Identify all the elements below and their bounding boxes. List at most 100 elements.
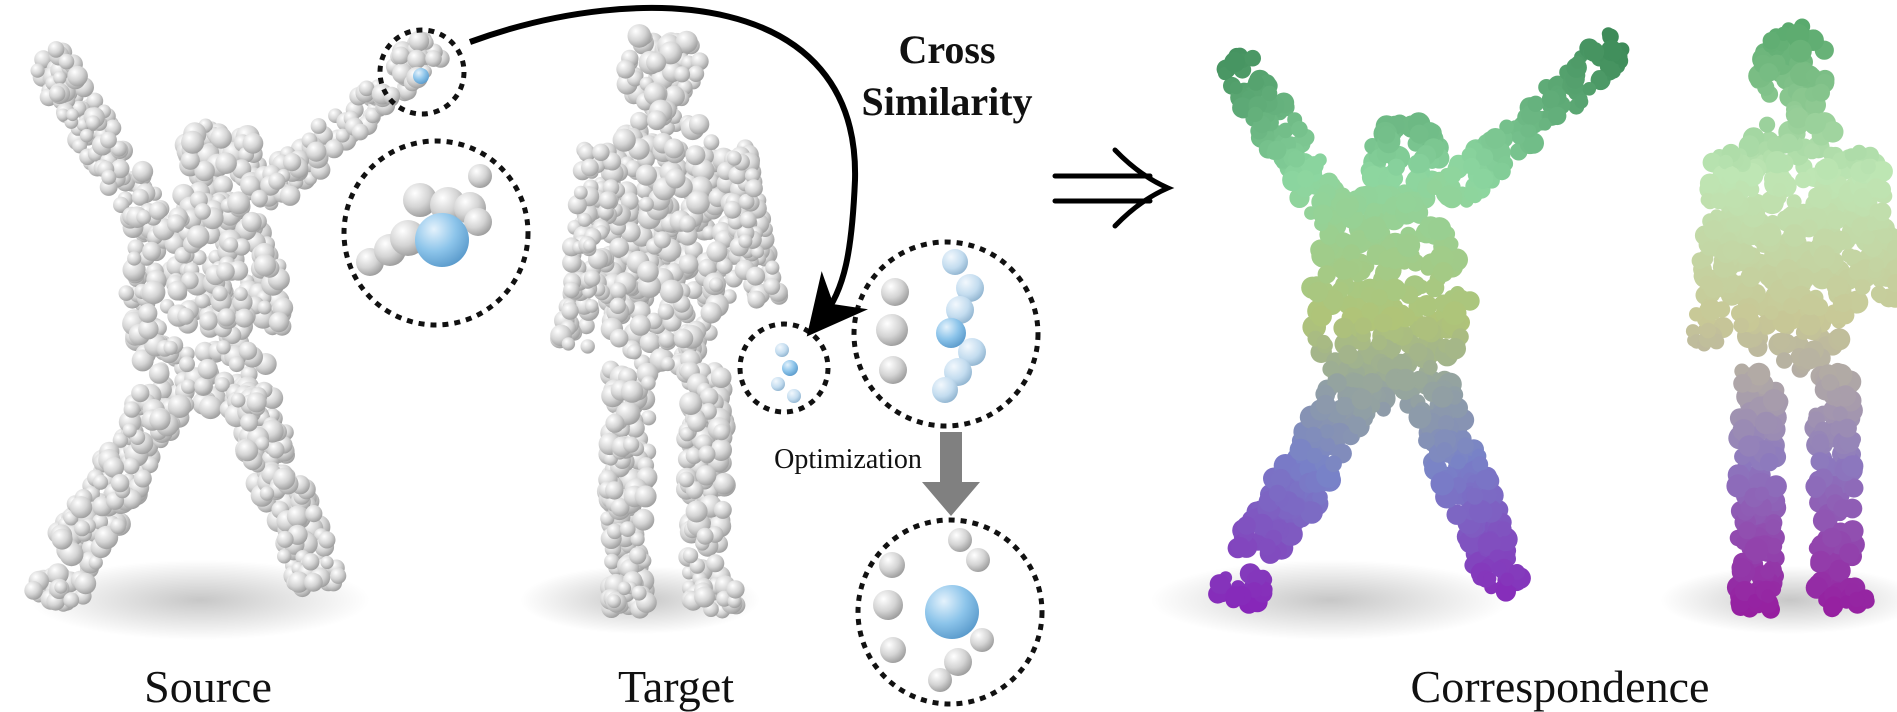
point <box>619 521 636 537</box>
point <box>1849 591 1865 608</box>
target-point-cloud <box>550 24 801 619</box>
point <box>1319 424 1335 439</box>
point <box>1291 121 1308 138</box>
point <box>217 308 236 327</box>
point <box>215 152 237 174</box>
point <box>682 547 699 564</box>
point <box>47 563 69 585</box>
point <box>213 175 233 196</box>
point <box>179 356 195 373</box>
source-highlight-point <box>413 68 429 84</box>
point <box>606 523 623 540</box>
point <box>635 164 658 186</box>
point <box>726 580 745 599</box>
point <box>1795 171 1812 189</box>
point <box>142 241 162 261</box>
point <box>1570 55 1584 69</box>
point <box>1805 112 1826 134</box>
point <box>1405 173 1421 190</box>
point <box>1409 124 1429 144</box>
point <box>122 423 137 438</box>
point <box>304 572 323 592</box>
point <box>1538 117 1552 131</box>
point <box>678 215 697 233</box>
point <box>1592 70 1606 84</box>
point <box>1313 204 1333 225</box>
point <box>1758 223 1782 247</box>
point <box>238 341 258 360</box>
point <box>255 436 270 451</box>
point <box>1469 499 1493 524</box>
point <box>127 251 142 266</box>
point <box>227 191 251 215</box>
point <box>180 150 200 170</box>
point <box>609 282 627 300</box>
correspondence-source-point-cloud <box>1208 27 1630 614</box>
point <box>1268 484 1287 502</box>
point <box>131 188 149 206</box>
point <box>1701 241 1716 256</box>
point <box>1483 572 1497 586</box>
point <box>1828 559 1851 582</box>
point <box>708 277 724 292</box>
point <box>605 413 625 433</box>
point <box>1410 153 1430 174</box>
point <box>1267 140 1287 160</box>
point <box>358 80 375 97</box>
point <box>1798 313 1821 336</box>
point <box>191 249 207 266</box>
point <box>1733 374 1752 393</box>
source-hand-highlight-circle <box>377 27 467 117</box>
point <box>198 395 223 420</box>
point <box>138 319 159 340</box>
point <box>1475 148 1494 166</box>
point <box>197 358 218 380</box>
point <box>641 375 656 391</box>
point <box>1762 32 1781 50</box>
point <box>620 380 644 403</box>
point <box>1495 581 1516 602</box>
point <box>716 258 733 275</box>
point <box>1886 273 1897 293</box>
double-right-arrow-icon <box>1052 147 1175 229</box>
point <box>1738 521 1757 540</box>
point <box>1320 437 1335 452</box>
target-highlight-point <box>782 360 798 376</box>
point <box>230 392 246 408</box>
point <box>630 111 649 131</box>
point <box>47 41 65 58</box>
point <box>259 486 275 501</box>
point <box>138 303 158 323</box>
point <box>112 432 129 448</box>
point <box>1277 122 1294 139</box>
point <box>1335 232 1352 248</box>
point <box>1805 576 1828 599</box>
point <box>1342 261 1359 278</box>
point <box>1224 51 1245 73</box>
point <box>1827 210 1847 230</box>
point <box>74 572 97 595</box>
point <box>698 445 716 463</box>
point <box>1271 471 1287 488</box>
point <box>1764 305 1779 320</box>
point <box>1701 299 1723 321</box>
point <box>1311 305 1332 327</box>
point <box>1691 252 1709 269</box>
point <box>1499 119 1514 135</box>
point <box>1762 389 1785 412</box>
point <box>1350 232 1367 249</box>
point <box>1287 150 1305 168</box>
point <box>1870 285 1887 302</box>
point <box>194 203 211 220</box>
point <box>1472 456 1489 473</box>
point <box>1477 532 1502 556</box>
point <box>1548 106 1567 126</box>
point <box>561 302 579 320</box>
point <box>1479 486 1497 505</box>
point <box>85 115 101 130</box>
point <box>627 24 652 48</box>
point <box>1443 166 1462 184</box>
point <box>706 554 725 573</box>
point <box>1387 158 1405 176</box>
point <box>177 307 195 325</box>
